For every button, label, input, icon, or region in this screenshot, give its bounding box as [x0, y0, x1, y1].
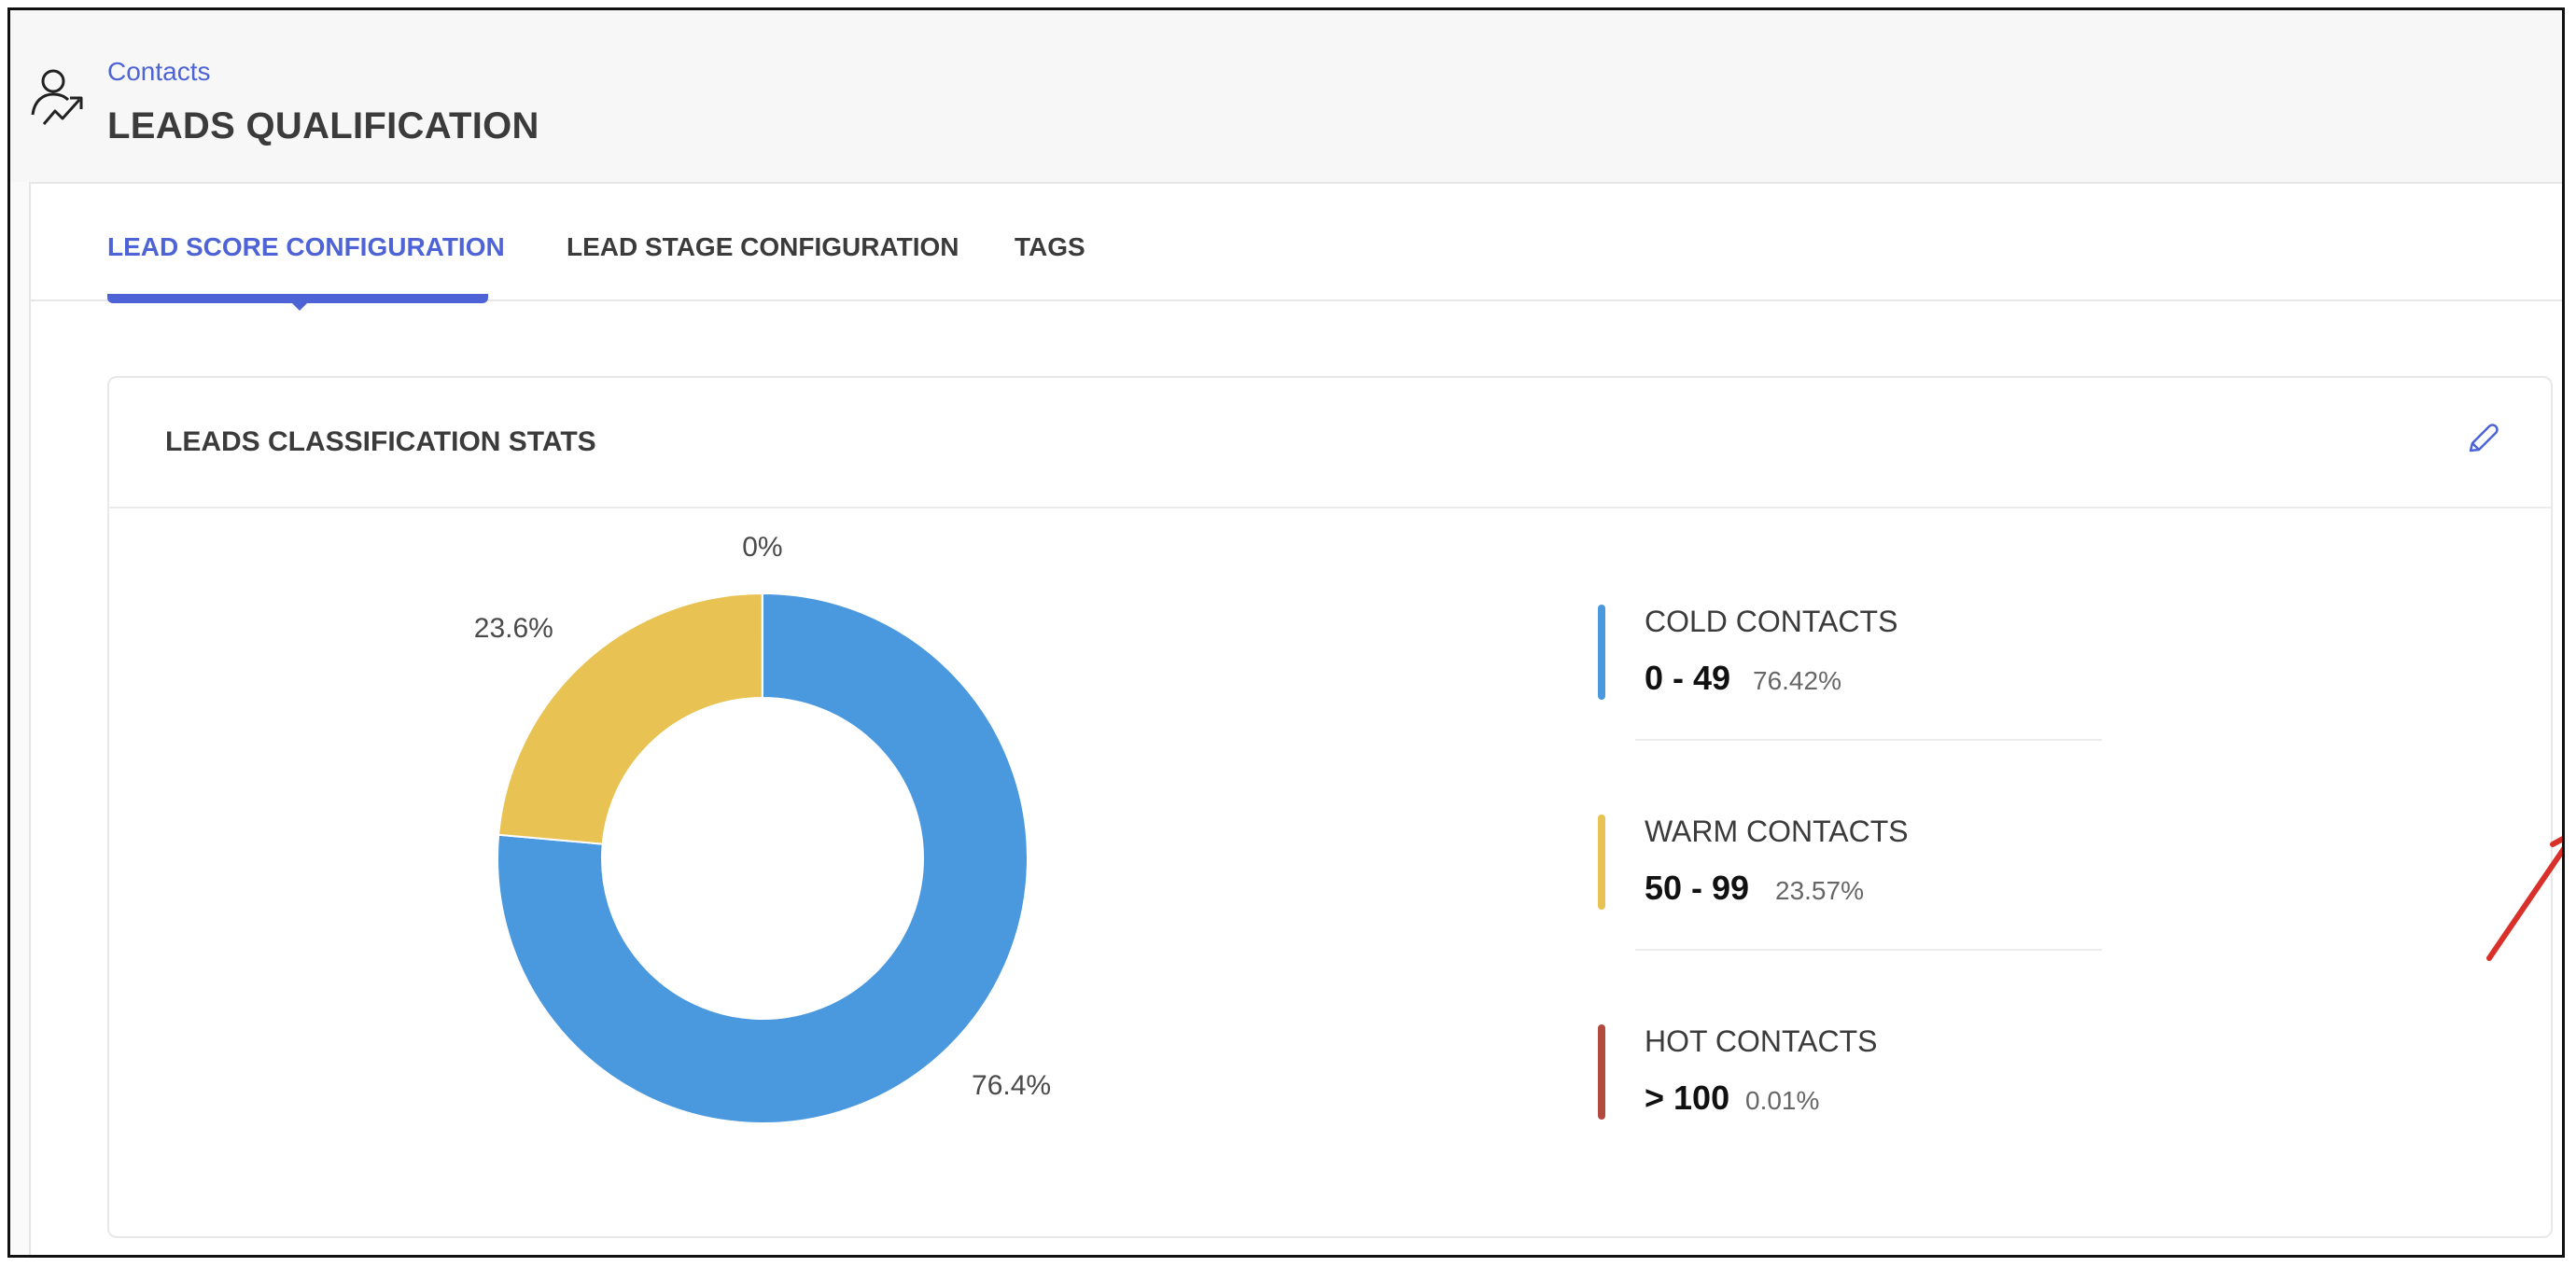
breadcrumb-contacts[interactable]: Contacts [107, 57, 211, 86]
legend-item-cold: COLD CONTACTS 0 - 49 76.42% [1598, 597, 2121, 709]
pencil-icon[interactable] [2461, 419, 2502, 460]
legend-color-bar-cold [1598, 605, 1605, 700]
legend-range: 50 - 99 [1645, 869, 1750, 907]
active-tab-indicator [107, 294, 488, 303]
donut-slice-warm-contacts[interactable] [497, 592, 763, 845]
donut-slice-cold-contacts[interactable] [497, 592, 1029, 1124]
page-title: LEADS QUALIFICATION [107, 105, 539, 146]
donut-label-warm-contacts: 23.6% [474, 613, 553, 644]
user-growth-icon [31, 69, 83, 125]
lead-donut-chart: 76.4% 23.6% 0% [464, 532, 1061, 1157]
legend-color-bar-warm [1598, 814, 1605, 910]
tab-lead-stage-configuration[interactable]: LEAD STAGE CONFIGURATION [567, 232, 959, 261]
page-header: Contacts LEADS QUALIFICATION [10, 10, 2562, 182]
content-area: LEAD SCORE CONFIGURATION LEAD STAGE CONF… [29, 182, 2562, 1255]
panel-title: LEADS CLASSIFICATION STATS [165, 426, 596, 457]
active-tab-caret [290, 301, 309, 311]
panel-header: LEADS CLASSIFICATION STATS [109, 378, 2551, 508]
annotation-arrow-icon [2486, 836, 2562, 961]
leads-classification-panel: LEADS CLASSIFICATION STATS 76.4% 23.6% 0% … [107, 376, 2562, 1238]
legend-percent: 76.42% [1753, 666, 1841, 695]
legend-name: HOT CONTACTS [1645, 1024, 1878, 1058]
legend-percent: 0.01% [1745, 1086, 1820, 1115]
legend-divider [1635, 739, 2102, 741]
legend-name: COLD CONTACTS [1645, 605, 1898, 638]
app-frame: Contacts LEADS QUALIFICATION LEAD SCORE … [7, 7, 2565, 1258]
legend-range: > 100 [1645, 1079, 1730, 1117]
legend-item-warm: WARM CONTACTS 50 - 99 23.57% [1598, 807, 2121, 919]
legend-divider [1635, 949, 2102, 951]
legend-color-bar-hot [1598, 1024, 1605, 1120]
tab-lead-score-configuration[interactable]: LEAD SCORE CONFIGURATION [107, 232, 505, 261]
legend-name: WARM CONTACTS [1645, 814, 1909, 848]
legend-percent: 23.57% [1775, 876, 1864, 905]
donut-svg: 76.4% 23.6% 0% [474, 532, 1051, 1124]
legend-range: 0 - 49 [1645, 659, 1731, 697]
tab-tags[interactable]: TAGS [1015, 232, 1085, 261]
donut-label-cold-contacts: 76.4% [972, 1070, 1051, 1101]
donut-label-hot-contacts: 0% [742, 532, 782, 563]
legend-item-hot: HOT CONTACTS > 100 0.01% [1598, 1017, 2121, 1129]
tab-bar: LEAD SCORE CONFIGURATION LEAD STAGE CONF… [31, 184, 2562, 311]
